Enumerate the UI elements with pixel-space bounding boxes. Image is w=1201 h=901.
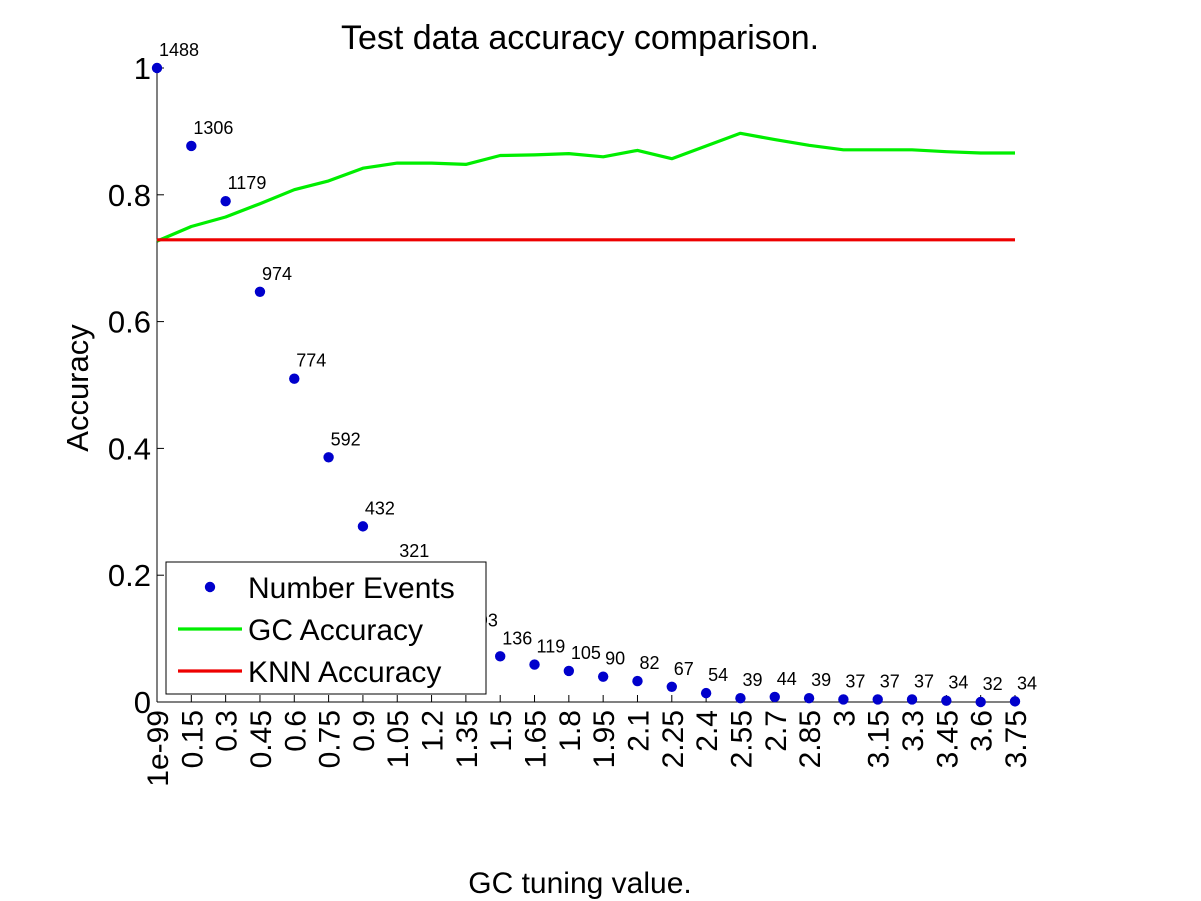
point-label: 592 xyxy=(331,429,361,449)
x-tick-label: 1.05 xyxy=(382,710,415,768)
x-tick-label: 0.75 xyxy=(314,710,347,768)
x-tick-label: 1.95 xyxy=(588,710,621,768)
point-label: 34 xyxy=(1017,673,1037,693)
x-tick-label: 1.65 xyxy=(520,710,553,768)
x-tick-label: 3.6 xyxy=(966,710,999,752)
point-label: 82 xyxy=(639,653,659,673)
x-tick-label: 0.3 xyxy=(211,710,244,752)
x-tick-label: 2.4 xyxy=(691,710,724,752)
point-label: 37 xyxy=(880,671,900,691)
x-tick-label: 2.85 xyxy=(794,710,827,768)
point-label: 39 xyxy=(811,670,831,690)
data-point xyxy=(254,286,266,298)
x-tick-label: 1e-99 xyxy=(142,710,175,787)
legend-label: Number Events xyxy=(248,572,455,605)
point-label: 44 xyxy=(777,669,797,689)
x-tick-label: 2.7 xyxy=(760,710,793,752)
legend-swatch xyxy=(204,581,216,593)
data-point xyxy=(357,521,369,532)
point-label: 1179 xyxy=(228,173,267,193)
data-point xyxy=(700,687,712,699)
data-point xyxy=(941,695,952,706)
x-tick-label: 3.3 xyxy=(897,710,930,752)
x-tick-label: 2.55 xyxy=(725,710,758,768)
data-point xyxy=(872,694,883,705)
legend-label: GC Accuracy xyxy=(248,614,423,647)
data-point xyxy=(495,651,506,662)
y-axis-label: Accuracy xyxy=(60,324,95,452)
y-tick-label: 0.2 xyxy=(108,558,151,593)
legend-label: KNN Accuracy xyxy=(248,656,441,689)
point-label: 37 xyxy=(914,671,934,691)
data-point xyxy=(975,696,986,708)
data-point xyxy=(151,62,163,74)
point-label: 39 xyxy=(742,670,762,690)
point-label: 90 xyxy=(605,649,625,669)
x-tick-label: 0.9 xyxy=(348,710,381,752)
data-point xyxy=(735,692,746,704)
x-tick-label: 3.75 xyxy=(1000,710,1033,768)
x-axis-label: GC tuning value. xyxy=(468,867,691,900)
x-tick-label: 0.45 xyxy=(245,710,278,768)
x-tick-label: 0.6 xyxy=(279,710,312,752)
x-tick-label: 1.5 xyxy=(485,710,518,752)
data-point xyxy=(597,671,609,682)
data-point xyxy=(220,195,231,207)
point-label: 54 xyxy=(708,665,728,685)
y-tick-label: 0.6 xyxy=(108,305,151,340)
data-point xyxy=(906,694,918,705)
y-tick-label: 0 xyxy=(134,685,151,720)
data-point xyxy=(563,665,575,677)
data-point xyxy=(803,692,815,704)
data-point xyxy=(838,694,849,705)
x-tick-label: 3.45 xyxy=(931,710,964,768)
data-point xyxy=(1009,696,1021,707)
y-tick-label: 0.4 xyxy=(108,431,151,466)
series-lines xyxy=(156,131,1015,243)
x-tick-label: 2.1 xyxy=(622,710,655,752)
point-label: 34 xyxy=(948,673,968,693)
data-point xyxy=(666,681,677,692)
point-label: 105 xyxy=(571,643,601,663)
x-tick-label: 3.15 xyxy=(863,710,896,768)
data-point xyxy=(529,659,540,670)
data-point xyxy=(186,140,197,152)
y-tick-label: 0.8 xyxy=(108,178,151,213)
point-label: 1488 xyxy=(159,40,199,60)
y-tick-label: 1 xyxy=(134,51,151,86)
point-label: 37 xyxy=(845,671,865,691)
point-label: 432 xyxy=(365,498,395,518)
legend: Number Events GC Accuracy KNN Accuracy xyxy=(165,561,487,695)
data-point xyxy=(769,691,780,703)
x-tick-label: 1.35 xyxy=(451,710,484,768)
point-label: 974 xyxy=(262,264,292,284)
chart-title: Test data accuracy comparison. xyxy=(341,19,819,57)
x-tick-label: 0.15 xyxy=(176,710,209,768)
point-label: 67 xyxy=(674,659,694,679)
point-label: 32 xyxy=(983,674,1003,694)
x-tick-label: 3 xyxy=(828,710,861,727)
point-label: 321 xyxy=(399,541,429,561)
data-point xyxy=(289,373,300,384)
point-label: 1306 xyxy=(193,118,233,138)
x-tick-label: 2.25 xyxy=(657,710,690,768)
point-label: 136 xyxy=(502,628,532,648)
series-line xyxy=(156,131,1015,243)
point-label: 119 xyxy=(537,637,566,657)
point-label: 774 xyxy=(296,351,326,371)
x-tick-label: 1.2 xyxy=(417,710,450,752)
data-point xyxy=(632,675,643,687)
x-tick-label: 1.8 xyxy=(554,710,587,752)
data-point xyxy=(323,452,334,463)
